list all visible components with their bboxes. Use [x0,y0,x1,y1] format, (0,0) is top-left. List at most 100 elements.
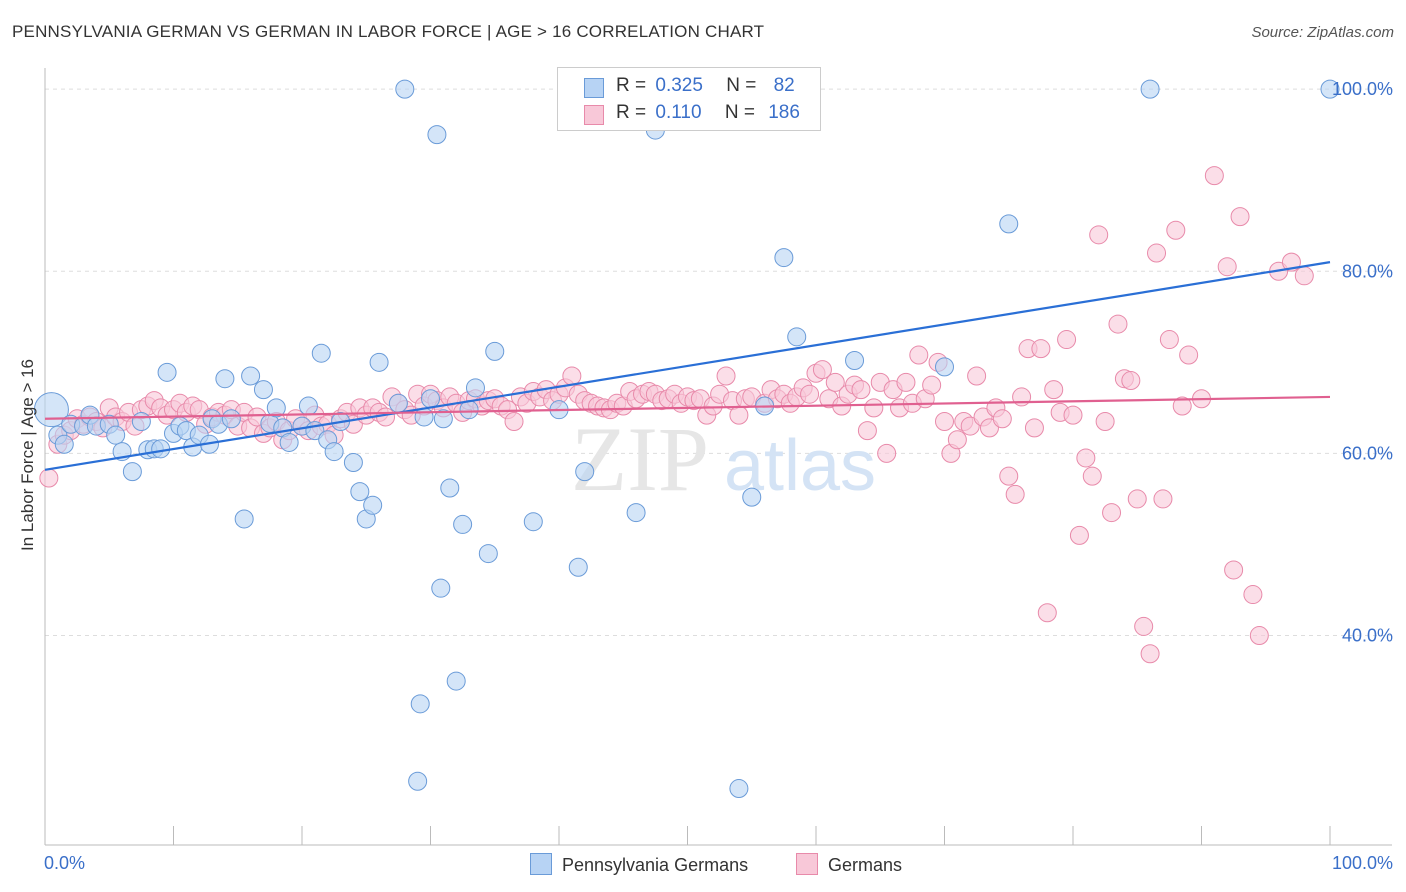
pennsylvania-germans-point [774,248,794,268]
germans-point [1134,616,1154,636]
pennsylvania-germans-point [414,407,434,427]
pennsylvania-germans-point [1320,79,1340,99]
germans-point [1172,396,1192,416]
pennsylvania-germans-point [787,327,807,347]
pennsylvania-germans-point [568,557,588,577]
pennsylvania-germans-point [388,393,408,413]
germans-point [729,405,749,425]
germans-point [979,418,999,438]
germans-point [1224,560,1244,580]
pennsylvania-germans-point [465,378,485,398]
correlation-legend: R = 0.325 N = 82 R = 0.110 N = 186 [557,67,821,131]
germans-point [1082,466,1102,486]
germans-point [1069,525,1089,545]
pennsylvania-germans-point [369,352,389,372]
germans-point [967,366,987,386]
source-label: Source: ZipAtlas.com [1251,24,1394,41]
germans-point [922,375,942,395]
x-tick-label: 100.0% [1332,853,1393,873]
pennsylvania-germans-point [279,432,299,452]
germans-point [1249,626,1269,646]
y-tick-label: 80.0% [1342,261,1393,281]
legend-row-text: R = 0.110 N = 186 [616,102,800,124]
pennsylvania-germans-points [33,79,1340,799]
pennsylvania-germans-point [1140,79,1160,99]
germans-point [562,366,582,386]
r-label: R = [616,75,647,96]
n-value: 82 [773,75,795,96]
germans-point [935,412,954,432]
pennsylvania-germans-point [453,514,473,534]
pennsylvania-germans-point [523,512,543,532]
n-label: N = [724,102,755,123]
germans-point [857,421,877,441]
pennsylvania-germans-point [324,442,344,462]
axes [44,68,1392,846]
pennsylvania-germans-point [350,482,370,502]
pennsylvania-germans-point [343,453,363,472]
germans-point [1044,380,1064,400]
legend-item-germans: Germans [796,853,902,876]
pennsylvania-germans-point [151,439,171,459]
pennsylvania-germans-point [421,389,440,409]
pennsylvania-germans-point [234,509,254,529]
pennsylvania-germans-point [311,343,331,363]
y-tick-label: 40.0% [1342,626,1393,646]
germans-point [1024,418,1044,438]
germans-point [1230,207,1250,227]
germans-point [909,345,929,365]
pennsylvania-germans-point [122,462,142,482]
germans-point [1102,503,1122,523]
germans-point [1204,166,1224,186]
pennsylvania-germans-point [410,694,430,714]
germans-point [1153,489,1173,509]
legend-item-pennsylvania-germans: Pennsylvania Germans [530,853,748,876]
germans-trend-line [44,395,1331,420]
germans-point [1243,585,1263,605]
r-value: 0.325 [655,75,703,96]
germans-point [1159,330,1179,350]
pennsylvania-germans-point [408,771,428,791]
germans-point [1031,339,1051,359]
pennsylvania-germans-point [729,779,749,799]
x-tick-labels: 0.0% 100.0% [44,853,1393,873]
legend-swatch-blue [584,78,604,98]
pennsylvania-germans-point [440,478,460,498]
germans-point [1140,644,1160,664]
germans-point [1121,371,1141,391]
germans-point [1005,484,1025,504]
pennsylvania-germans-point [935,357,954,377]
pennsylvania-germans-point [742,487,762,507]
germans-point [877,443,897,463]
pennsylvania-germans-point [845,351,865,370]
legend-label: Pennsylvania Germans [562,855,749,875]
pennsylvania-germans-point [221,409,241,429]
legend-swatch-blue [530,853,552,875]
pennsylvania-germans-point [446,671,466,691]
germans-point [800,384,820,404]
pennsylvania-germans-point [106,425,126,445]
germans-point [851,380,871,400]
pennsylvania-germans-point [431,578,451,598]
germans-point [1166,220,1186,240]
pennsylvania-germans-point [253,380,273,400]
pennsylvania-germans-point [215,369,235,389]
grid-lines [45,88,1392,637]
legend-swatch-pink [584,105,604,125]
germans-point [999,466,1019,486]
pennsylvania-germans-point [395,79,415,99]
r-label: R = [616,102,647,123]
germans-point [1147,243,1167,263]
germans-point [1095,412,1115,432]
pennsylvania-germans-point [54,434,74,454]
pennsylvania-germans-point [433,409,453,429]
legend-label: Germans [828,855,903,875]
pennsylvania-germans-point [626,503,646,523]
pennsylvania-germans-point [999,214,1019,234]
legend-swatch-pink [796,853,818,875]
germans-point [1108,314,1128,334]
germans-point [1179,345,1199,365]
germans-point [1057,330,1077,350]
germans-point [1037,603,1057,623]
